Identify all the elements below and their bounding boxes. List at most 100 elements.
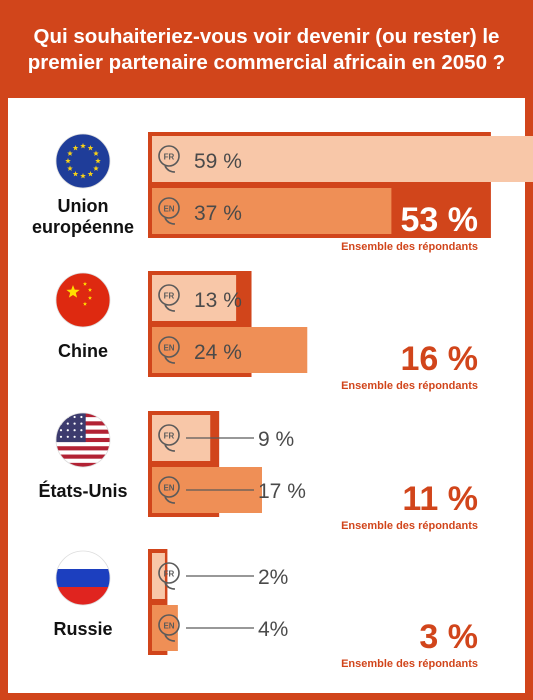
en-badge-tail [164, 496, 176, 504]
usa-stripe [56, 458, 110, 464]
overall-caption: Ensemble des répondants [341, 658, 478, 670]
usa-star [59, 429, 63, 432]
en-badge-label: EN [163, 622, 174, 631]
fr-value-label: 2% [258, 566, 288, 589]
en-badge [158, 336, 180, 358]
en-badge-tail [164, 634, 176, 642]
fr-bar [152, 553, 165, 599]
fr-value-label: 13 % [194, 289, 242, 312]
china-small-star [87, 287, 93, 292]
en-value-label: 24 % [194, 341, 242, 364]
en-badge [158, 197, 180, 219]
eu-star [67, 150, 73, 156]
en-badge-tail [164, 356, 176, 364]
china-small-star [87, 295, 93, 300]
china-small-star [82, 301, 88, 306]
eu-star [72, 145, 79, 151]
country-label: Chine [58, 341, 108, 361]
en-bar [152, 188, 392, 234]
en-bar [152, 605, 178, 651]
eu-star [93, 150, 99, 156]
eu-star [95, 158, 101, 164]
eu-star [87, 170, 94, 177]
usa-star [80, 415, 83, 419]
usa-stripe [56, 446, 110, 451]
country-label: États-Unis [38, 480, 127, 501]
fr-badge-tail [164, 304, 176, 312]
flag-outline [55, 550, 111, 606]
usa-star [73, 435, 76, 438]
en-value-label: 37 % [194, 202, 242, 225]
en-badge [158, 476, 180, 498]
eu-star [72, 170, 79, 177]
usa-star [80, 435, 83, 438]
fr-value-label: 59 % [194, 150, 242, 173]
fr-badge-tail [164, 582, 176, 590]
eu-star [93, 165, 99, 171]
china-large-star [66, 285, 80, 298]
usa-star [80, 422, 83, 425]
russia-blue-band [56, 569, 110, 588]
overall-value-label: 3 % [419, 618, 478, 656]
overall-caption: Ensemble des répondants [341, 520, 478, 532]
eu-star [80, 143, 86, 149]
usa-star [66, 435, 69, 438]
fr-badge [158, 424, 180, 446]
russia-white-band [56, 551, 110, 570]
usa-stripe [56, 442, 110, 447]
usa-stripe [56, 454, 110, 459]
en-badge-label: EN [163, 344, 174, 353]
fr-badge [158, 145, 180, 167]
en-value-label: 17 % [258, 480, 306, 503]
fr-bar [152, 136, 533, 182]
overall-value-label: 53 % [401, 201, 479, 239]
en-badge [158, 614, 180, 636]
fr-badge-label: FR [164, 153, 175, 162]
overall-value-label: 16 % [401, 340, 479, 378]
flag-outline [55, 412, 111, 468]
chart-title: Qui souhaiteriez-vous voir devenir (ou r… [27, 25, 506, 74]
usa-stripe [56, 462, 110, 467]
eu-star [80, 173, 86, 179]
fr-badge [158, 562, 180, 584]
china-small-star [82, 281, 88, 286]
eu-star [87, 145, 94, 151]
usa-star [73, 422, 76, 425]
country-label: européenne [32, 217, 134, 237]
en-badge-tail [164, 217, 176, 225]
en-value-label: 4% [258, 618, 288, 641]
usa-star [80, 429, 83, 432]
russia-flag [56, 551, 110, 605]
country-label: Russie [53, 619, 112, 639]
usa-stripe [56, 450, 110, 455]
country-label: Union [58, 196, 109, 216]
russia-red-band [56, 587, 110, 605]
fr-badge-tail [164, 165, 176, 173]
fr-badge-tail [164, 444, 176, 452]
overall-caption: Ensemble des répondants [341, 380, 478, 392]
eu-star [65, 158, 71, 164]
usa-star [59, 435, 63, 438]
china-flag-field [56, 273, 110, 327]
usa-star [73, 415, 76, 419]
china-flag [56, 273, 110, 327]
usa-star [59, 415, 63, 419]
fr-badge-label: FR [164, 292, 175, 301]
fr-badge-label: FR [164, 570, 175, 579]
overall-value-label: 11 % [402, 480, 478, 518]
usa-star [66, 429, 69, 432]
eu-star [67, 165, 73, 171]
usa-star [73, 429, 76, 432]
fr-badge-label: FR [164, 432, 175, 441]
en-badge-label: EN [163, 205, 174, 214]
usa-star [66, 422, 69, 425]
fr-value-label: 9 % [258, 428, 294, 451]
flag-outline [55, 272, 111, 328]
fr-badge [158, 284, 180, 306]
en-badge-label: EN [163, 484, 174, 493]
overall-caption: Ensemble des répondants [341, 241, 478, 253]
eu-flag [56, 134, 110, 188]
flag-outline [55, 133, 111, 189]
fr-bar [152, 275, 237, 321]
